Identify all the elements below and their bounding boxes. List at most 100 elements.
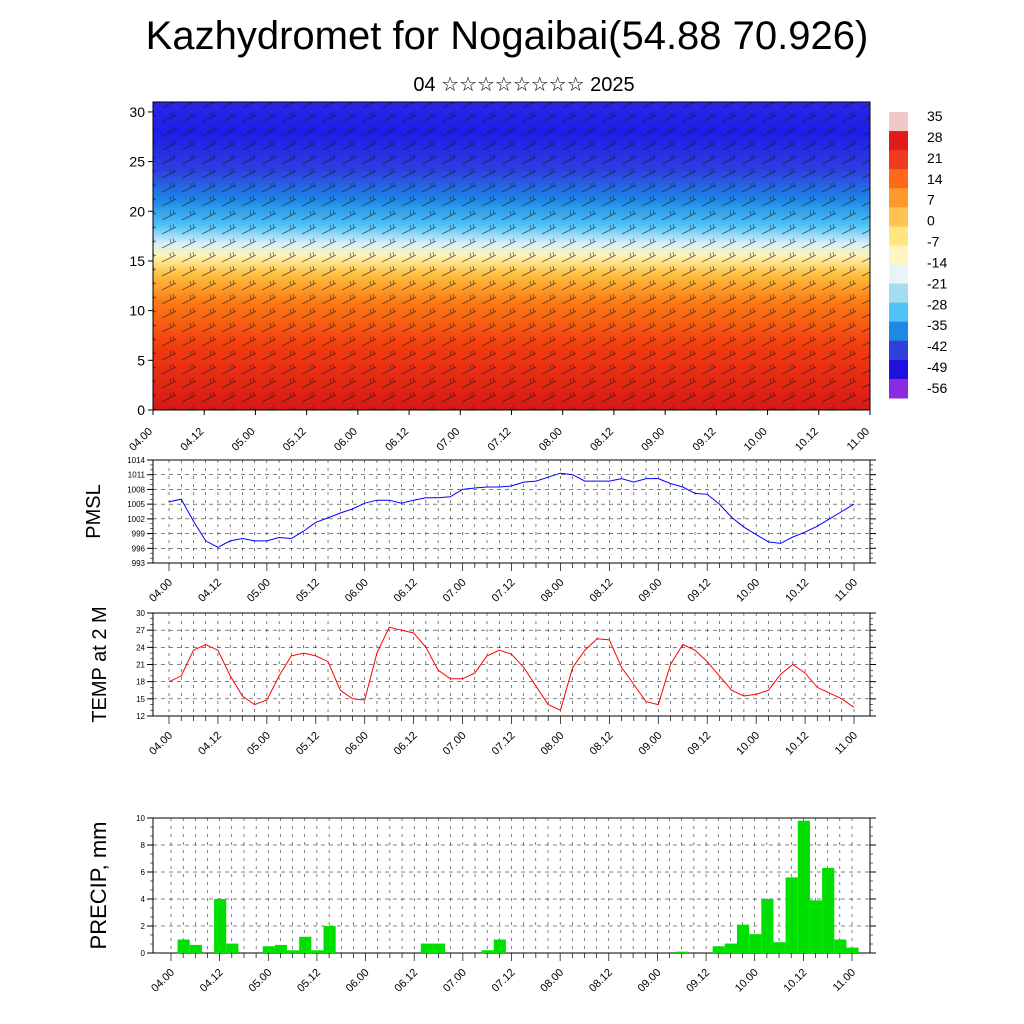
x-tick-label: 09.00 bbox=[636, 577, 664, 605]
y-tick-label: 8 bbox=[141, 841, 146, 850]
y-tick-label: 1011 bbox=[128, 471, 146, 480]
colorbar-swatch bbox=[889, 131, 908, 151]
precip-bar bbox=[785, 877, 798, 953]
x-tick-label: 05.00 bbox=[246, 967, 274, 995]
y-tick-label: 24 bbox=[136, 643, 145, 652]
x-tick-label: 07.12 bbox=[486, 426, 514, 454]
y-tick-label: 20 bbox=[129, 203, 145, 219]
y-tick-label: 5 bbox=[137, 352, 145, 368]
x-tick-label: 04.12 bbox=[198, 967, 226, 995]
x-tick-label: 09.12 bbox=[685, 730, 713, 758]
colorbar-swatch bbox=[889, 302, 908, 323]
precip-bar bbox=[287, 950, 300, 953]
x-tick-label: 10.12 bbox=[793, 426, 821, 454]
colorbar-swatch bbox=[889, 207, 908, 227]
x-tick-label: 04.12 bbox=[178, 426, 206, 454]
y-tick-label: 10 bbox=[129, 303, 145, 319]
y-tick-label: 6 bbox=[141, 868, 146, 877]
y-axis-title: PRECIP, mm bbox=[86, 822, 111, 950]
x-tick-label: 10.12 bbox=[783, 730, 811, 758]
precip-bar bbox=[493, 939, 506, 953]
x-tick-label: 08.12 bbox=[587, 967, 615, 995]
wind-barbs-layer bbox=[153, 102, 870, 410]
x-tick-label: 04.00 bbox=[149, 967, 177, 995]
series-line bbox=[168, 626, 855, 712]
colorbar-label: 28 bbox=[927, 129, 943, 145]
page-title: Kazhydromet for Nogaibai(54.88 70.926) bbox=[145, 14, 869, 58]
x-tick-label: 11.00 bbox=[831, 967, 858, 994]
precip-bar bbox=[299, 936, 312, 953]
precip-bar bbox=[274, 944, 288, 953]
x-tick-label: 09.12 bbox=[685, 577, 713, 605]
panel-frame bbox=[152, 459, 871, 564]
x-tick-label: 08.00 bbox=[537, 426, 565, 454]
x-tick-label: 05.12 bbox=[294, 577, 322, 605]
colorbar-swatch bbox=[889, 112, 908, 132]
x-tick-label: 08.00 bbox=[538, 967, 566, 995]
x-tick-label: 06.12 bbox=[392, 967, 420, 995]
colorbar-label: -49 bbox=[927, 359, 947, 375]
precip-bar bbox=[226, 943, 239, 953]
x-tick-label: 10.12 bbox=[782, 967, 810, 995]
precip-bar bbox=[712, 946, 725, 953]
y-tick-label: 1002 bbox=[127, 515, 145, 524]
colorbar-label: -35 bbox=[927, 317, 947, 333]
x-tick-label: 11.00 bbox=[833, 577, 860, 604]
colorbar-label: 21 bbox=[927, 150, 943, 166]
precip-bar bbox=[262, 946, 275, 953]
x-tick-label: 04.00 bbox=[147, 577, 175, 605]
y-tick-label: 993 bbox=[132, 559, 146, 568]
y-tick-label: 2 bbox=[141, 922, 146, 931]
x-tick-label: 08.00 bbox=[539, 730, 567, 758]
precip-bar bbox=[724, 943, 737, 953]
precip-bar bbox=[214, 899, 227, 953]
x-tick-label: 05.12 bbox=[281, 426, 309, 454]
x-tick-label: 06.00 bbox=[344, 967, 372, 995]
y-tick-label: 1014 bbox=[127, 456, 145, 465]
colorbar-swatch bbox=[889, 283, 908, 304]
x-tick-label: 08.12 bbox=[588, 426, 616, 454]
x-tick-label: 10.00 bbox=[733, 967, 761, 995]
x-tick-label: 07.00 bbox=[434, 426, 462, 454]
precip-bar bbox=[676, 951, 689, 953]
y-tick-label: 18 bbox=[136, 678, 145, 687]
y-axis-title: TEMP at 2 M bbox=[89, 606, 111, 722]
x-tick-label: 09.00 bbox=[636, 730, 664, 758]
x-tick-label: 09.12 bbox=[684, 967, 712, 995]
series-line bbox=[168, 472, 855, 548]
y-tick-label: 15 bbox=[129, 253, 145, 269]
x-tick-label: 04.00 bbox=[147, 730, 175, 758]
precip-bar bbox=[420, 943, 433, 953]
x-tick-label: 11.00 bbox=[833, 730, 860, 757]
x-tick-label: 06.00 bbox=[343, 730, 371, 758]
colorbar-swatch bbox=[889, 169, 908, 189]
x-tick-label: 06.12 bbox=[383, 426, 411, 454]
y-tick-label: 15 bbox=[136, 695, 145, 704]
colorbar-label: -7 bbox=[927, 234, 940, 250]
x-tick-label: 06.00 bbox=[332, 426, 360, 454]
precip-bar bbox=[736, 924, 750, 953]
x-tick-label: 07.12 bbox=[490, 730, 518, 758]
precip-bar bbox=[809, 900, 823, 953]
colorbar-label: -28 bbox=[927, 296, 947, 312]
x-tick-label: 07.00 bbox=[441, 967, 469, 995]
x-tick-label: 09.00 bbox=[636, 967, 664, 995]
x-tick-label: 05.12 bbox=[295, 967, 323, 995]
x-tick-label: 09.00 bbox=[639, 426, 667, 454]
precip-bar bbox=[323, 926, 336, 953]
x-tick-label: 11.00 bbox=[845, 426, 872, 453]
precip-bar bbox=[834, 939, 847, 953]
colorbar-swatch bbox=[889, 245, 908, 266]
colorbar-swatch bbox=[889, 150, 908, 170]
colorbar-label: -14 bbox=[927, 254, 947, 270]
x-tick-label: 09.12 bbox=[691, 426, 719, 454]
precip-bar bbox=[311, 950, 324, 953]
precip-bar bbox=[749, 934, 762, 953]
precip-bar bbox=[761, 899, 774, 953]
precip-bar bbox=[797, 820, 810, 953]
y-tick-label: 27 bbox=[136, 626, 145, 635]
y-axis-title: PMSL bbox=[83, 484, 105, 538]
precip-bar bbox=[432, 943, 446, 953]
x-tick-label: 10.00 bbox=[734, 577, 762, 605]
